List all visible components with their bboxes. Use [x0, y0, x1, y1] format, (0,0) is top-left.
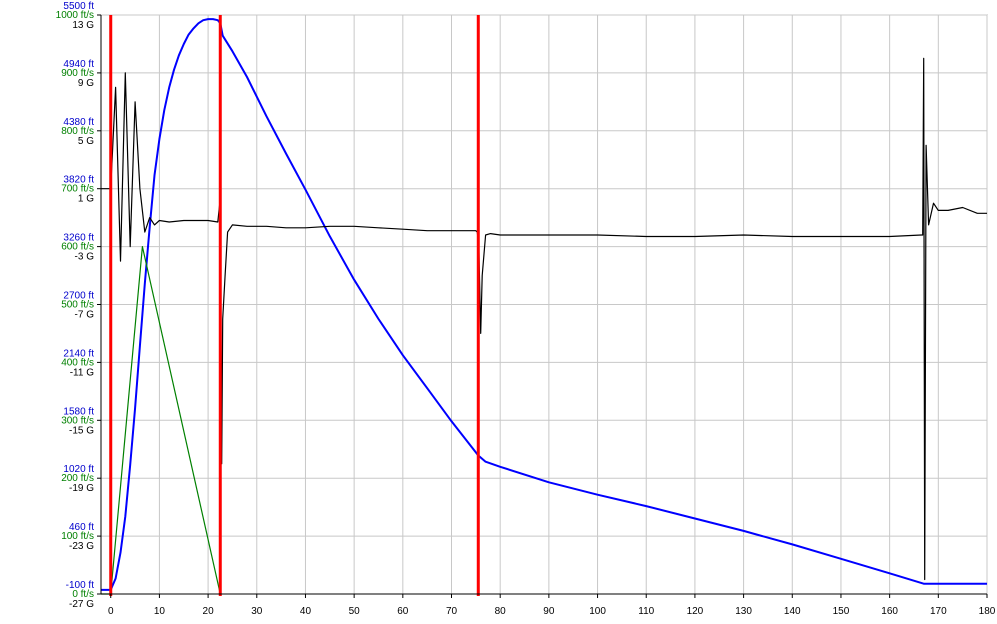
x-tick-label: 50: [349, 606, 361, 617]
y-tick-label-altitude: 5500 ft: [63, 1, 94, 12]
y-tick-label-velocity: 300 ft/s: [61, 415, 94, 426]
x-tick-label: 70: [446, 606, 458, 617]
y-tick-label-velocity: 400 ft/s: [61, 357, 94, 368]
x-tick-label: 20: [203, 606, 215, 617]
y-tick-label-velocity: 800 ft/s: [61, 126, 94, 137]
y-tick-label-acceleration: -7 G: [75, 310, 95, 321]
y-tick-label-acceleration: -23 G: [69, 541, 94, 552]
x-tick-label: 130: [735, 606, 752, 617]
x-tick-label: 120: [687, 606, 704, 617]
x-tick-label: 150: [833, 606, 850, 617]
x-tick-label: 180: [979, 606, 996, 617]
y-tick-label-altitude: -100 ft: [66, 580, 95, 591]
y-tick-label-altitude: 1020 ft: [63, 464, 94, 475]
y-tick-label-altitude: 2140 ft: [63, 348, 94, 359]
y-tick-label-velocity: 1000 ft/s: [56, 10, 94, 21]
y-tick-label-velocity: 200 ft/s: [61, 473, 94, 484]
y-tick-label-velocity: 100 ft/s: [61, 531, 94, 542]
y-tick-label-acceleration: 1 G: [78, 194, 94, 205]
y-tick-label-acceleration: -3 G: [75, 252, 95, 263]
y-tick-label-altitude: 460 ft: [69, 522, 94, 533]
y-tick-label-altitude: 3820 ft: [63, 175, 94, 186]
x-tick-label: 80: [495, 606, 507, 617]
y-tick-label-acceleration: -27 G: [69, 599, 94, 610]
y-axes: 0 ft/s 100 ft/s 200 ft/s 300 ft/s 400 ft/s 50…: [56, 1, 102, 610]
event-markers: [109, 15, 480, 596]
x-tick-label: 10: [154, 606, 166, 617]
y-tick-label-velocity: 700 ft/s: [61, 184, 94, 195]
y-tick-label-velocity: 500 ft/s: [61, 300, 94, 311]
y-tick-label-acceleration: 13 G: [72, 20, 94, 31]
y-tick-label-velocity: 0 ft/s: [72, 589, 94, 600]
y-tick-label-acceleration: 9 G: [78, 78, 94, 89]
y-tick-label-acceleration: 5 G: [78, 136, 94, 147]
x-tick-label: 30: [251, 606, 263, 617]
x-tick-label: 100: [589, 606, 606, 617]
x-tick-label: 90: [543, 606, 555, 617]
y-tick-label-velocity: 600 ft/s: [61, 242, 94, 253]
y-tick-label-altitude: 4380 ft: [63, 117, 94, 128]
y-tick-label-altitude: 1580 ft: [63, 406, 94, 417]
x-tick-label: 40: [300, 606, 312, 617]
x-tick-label: 110: [638, 606, 654, 617]
x-axis: 0 10 20 30 40 50 60 70 80 90 100 110 120 130 140 150 160…: [101, 593, 996, 617]
x-tick-label: 60: [397, 606, 409, 617]
x-tick-label: 140: [784, 606, 801, 617]
y-tick-label-acceleration: -15 G: [69, 425, 94, 436]
y-tick-label-altitude: 3260 ft: [63, 233, 94, 244]
x-tick-label: 160: [881, 606, 898, 617]
y-tick-label-altitude: 4940 ft: [63, 59, 94, 70]
x-tick-label: 0: [108, 606, 114, 617]
y-tick-label-velocity: 900 ft/s: [61, 68, 94, 79]
y-tick-label-acceleration: -11 G: [70, 367, 94, 378]
y-tick-label-altitude: 2700 ft: [63, 291, 94, 302]
y-tick-label-acceleration: -19 G: [69, 483, 94, 494]
x-tick-label: 170: [930, 606, 947, 617]
